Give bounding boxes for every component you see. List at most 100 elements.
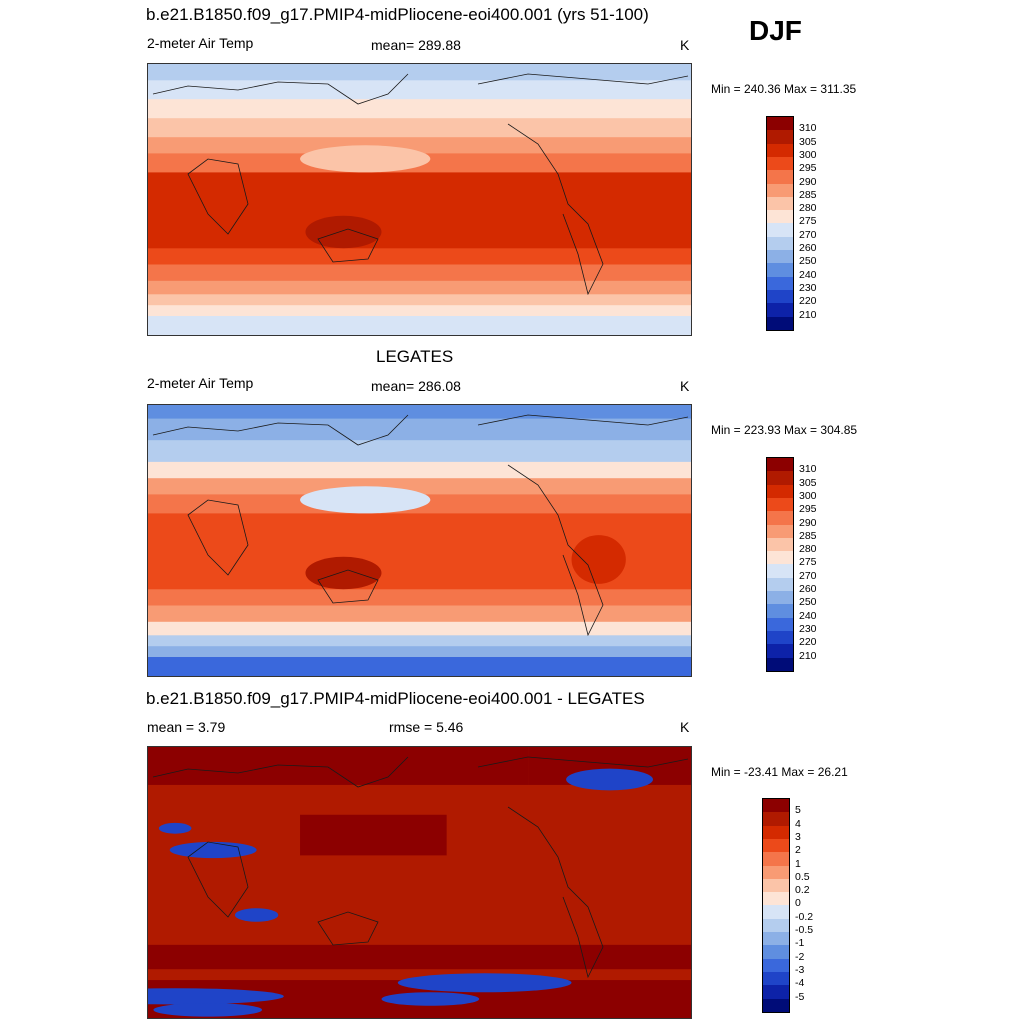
- colorbar-tick-label: 300: [799, 148, 817, 161]
- colorbar-tick-label: 210: [799, 308, 817, 321]
- panel-2-title: LEGATES: [376, 347, 454, 366]
- colorbar-tick-label: 230: [799, 281, 817, 294]
- colorbar-tick-label: 250: [799, 255, 817, 268]
- colorbar-box: [766, 116, 794, 331]
- colorbar-tick-label: 280: [799, 202, 817, 215]
- panel-1-title: b.e21.B1850.f09_g17.PMIP4-midPliocene-eo…: [146, 5, 649, 24]
- colorbar-segment: [767, 303, 793, 317]
- cold-anomaly-patch: [397, 973, 572, 993]
- colorbar-tick-label: 260: [799, 242, 817, 254]
- colorbar-segment: [767, 156, 793, 171]
- australia-warm-patch: [305, 556, 382, 590]
- colorbar-tick-label: 210: [799, 649, 817, 662]
- temperature-band: [148, 747, 691, 1018]
- colorbar-tick-label: 3: [795, 830, 801, 843]
- colorbar-segment: [767, 223, 793, 238]
- colorbar-segment: [767, 471, 793, 486]
- south-america-warm-patch: [571, 535, 626, 584]
- panel-3-title: b.e21.B1850.f09_g17.PMIP4-midPliocene-eo…: [146, 689, 645, 708]
- colorbar-tick-label: 300: [799, 489, 817, 502]
- colorbar-segment: [767, 484, 793, 499]
- colorbar-segment: [763, 918, 789, 933]
- colorbar-segment: [767, 289, 793, 304]
- colorbar-segment: [763, 825, 789, 840]
- colorbar-segment: [767, 617, 793, 632]
- colorbar-segment: [767, 236, 793, 251]
- colorbar-segment: [763, 905, 789, 920]
- colorbar-tick-label: 2: [795, 844, 801, 857]
- colorbar-tick-label: 220: [799, 295, 817, 308]
- coastline: [152, 414, 689, 637]
- tibet-cold-patch: [300, 486, 431, 514]
- panel-1-map-field: [148, 64, 691, 335]
- temperature-band: [148, 305, 691, 317]
- panel-3-map-field: [148, 747, 691, 1018]
- colorbar-segment: [767, 183, 793, 198]
- temperature-band: [148, 646, 691, 658]
- temperature-band: [148, 64, 691, 81]
- temperature-band: [148, 316, 691, 335]
- temperature-band: [148, 264, 691, 282]
- colorbar-segment: [763, 812, 789, 827]
- panel-1-units-label: K: [680, 37, 690, 53]
- colorbar-segment: [767, 263, 793, 278]
- cold-anomaly-patch: [153, 1003, 263, 1017]
- colorbar-tick-label: 0.2: [795, 884, 810, 897]
- colorbar-segment: [767, 551, 793, 565]
- tibet-cold-patch: [300, 145, 431, 173]
- colorbar-segment: [767, 537, 793, 552]
- cold-anomaly-patch: [566, 768, 653, 791]
- colorbar-segment: [767, 196, 793, 211]
- colorbar-segment: [767, 591, 793, 605]
- temperature-band: [148, 80, 691, 100]
- panel-2-map-field: [148, 405, 691, 676]
- temperature-band: [148, 405, 691, 420]
- temperature-band: [148, 118, 691, 138]
- colorbar-box: [766, 457, 794, 672]
- colorbar-tick-label: 270: [799, 228, 817, 241]
- colorbar-tick-label: -0.5: [795, 924, 814, 936]
- temperature-band: [148, 589, 691, 607]
- colorbar-segment: [767, 630, 793, 645]
- colorbar-segment: [767, 130, 793, 145]
- difference-patch: [148, 747, 529, 785]
- colorbar-tick-label: -5: [795, 990, 805, 1003]
- temperature-band: [148, 621, 691, 636]
- colorbar-tick-label: 220: [799, 636, 817, 649]
- colorbar-tick-label: 230: [799, 622, 817, 635]
- colorbar-tick-label: 4: [795, 817, 801, 830]
- colorbar-tick-label: -2: [795, 950, 805, 963]
- colorbar-segment: [767, 250, 793, 264]
- colorbar-tick-label: 290: [799, 516, 817, 529]
- colorbar-tick-label: 240: [799, 609, 817, 622]
- colorbar-segment: [767, 276, 793, 291]
- colorbar-segment: [767, 170, 793, 184]
- colorbar-tick-label: 285: [799, 188, 817, 201]
- temperature-band: [148, 635, 691, 647]
- colorbar-tick-label: 275: [799, 556, 817, 569]
- panel-2-map: [147, 404, 692, 677]
- panel-2-mean-label: mean= 286.08: [371, 378, 461, 394]
- colorbar-segment: [763, 958, 789, 973]
- temperature-band: [148, 99, 691, 119]
- cold-anomaly-patch: [381, 992, 480, 1006]
- colorbar-segment: [767, 117, 793, 131]
- panel-3-minmax-label: Min = -23.41 Max = 26.21: [711, 765, 848, 779]
- temperature-band: [148, 657, 691, 676]
- temperature-band: [148, 280, 691, 295]
- panel-1-colorbar: 310 305 300 295 290 285 280 275 270 260 250 240 230 2…: [766, 116, 906, 331]
- colorbar-tick-label: 275: [799, 215, 817, 228]
- colorbar-tick-label: 285: [799, 529, 817, 542]
- panel-1-minmax-label: Min = 240.36 Max = 311.35: [711, 82, 857, 96]
- colorbar-segment: [767, 604, 793, 619]
- coastline: [152, 756, 689, 979]
- temperature-band: [148, 137, 691, 154]
- colorbar-segment: [763, 971, 789, 986]
- colorbar-segment: [763, 998, 789, 1013]
- panel-3-map: [147, 746, 692, 1019]
- colorbar-segment: [767, 511, 793, 525]
- colorbar-tick-label: 310: [799, 463, 817, 476]
- panel-3-colorbar: 5 4 3 2 1 0.5 0.2 0 -0.2 -0.5 -1 -2 -3 -4 -5: [762, 798, 902, 1013]
- colorbar-segment: [763, 878, 789, 893]
- colorbar-tick-label: -1: [795, 937, 805, 950]
